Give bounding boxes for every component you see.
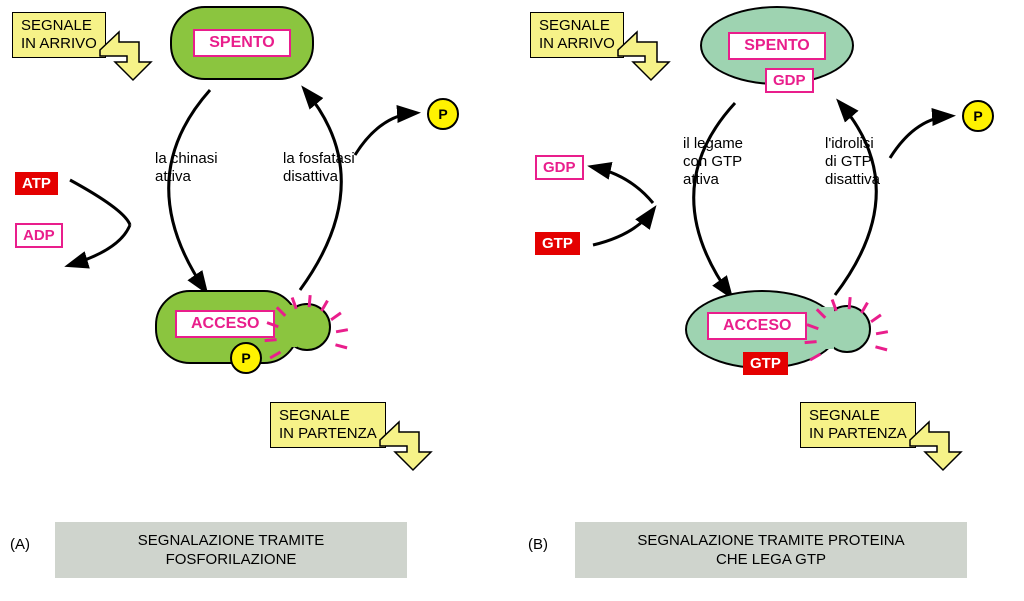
phosphate-attached: P [230,342,262,374]
phosphate-released: P [427,98,459,130]
signal-out-box: SEGNALE IN PARTENZA [800,402,916,448]
on-label: ACCESO [175,310,275,338]
gtp-branch-icon [575,155,695,275]
footer-a: SEGNALAZIONE TRAMITE FOSFORILAZIONE [55,522,407,578]
gtp-on-protein: GTP [743,352,788,375]
off-label: SPENTO [193,29,291,57]
signal-out-arrow-icon [375,422,435,482]
signal-in-line1: SEGNALE [21,17,92,34]
signal-out-line2: IN PARTENZA [279,425,377,442]
footer-b: SEGNALAZIONE TRAMITE PROTEINA CHE LEGA G… [575,522,967,578]
signal-out-arrow-icon [905,422,965,482]
adp-label: ADP [15,223,63,248]
gtp-label: GTP [535,232,580,255]
gdp-label: GDP [535,155,584,180]
signal-in-line2: IN ARRIVO [21,35,97,52]
signal-out-box: SEGNALE IN PARTENZA [270,402,386,448]
off-label: SPENTO [728,32,826,60]
signal-in-arrow-icon [613,32,673,92]
right-label: la fosfatasi disattiva [283,150,355,186]
panel-a: SEGNALE IN ARRIVO SPENTO ATP ADP [0,0,500,601]
signal-out-line1: SEGNALE [279,407,350,424]
signal-in-box: SEGNALE IN ARRIVO [530,12,624,58]
panel-b-letter: (B) [528,536,548,553]
signal-in-box: SEGNALE IN ARRIVO [12,12,106,58]
atp-branch-icon [50,170,170,290]
phosphate-released: P [962,100,994,132]
panel-a-letter: (A) [10,536,30,553]
left-label: il legame con GTP attiva [683,135,743,189]
on-label: ACCESO [707,312,807,340]
protein-off: SPENTO [170,6,314,80]
gdp-on-protein: GDP [765,68,814,93]
atp-label: ATP [15,172,58,195]
panel-b: SEGNALE IN ARRIVO SPENTO GDP [520,0,1020,601]
left-label: la chinasi attiva [155,150,218,186]
right-label: l'idrolisi di GTP disattiva [825,135,880,189]
